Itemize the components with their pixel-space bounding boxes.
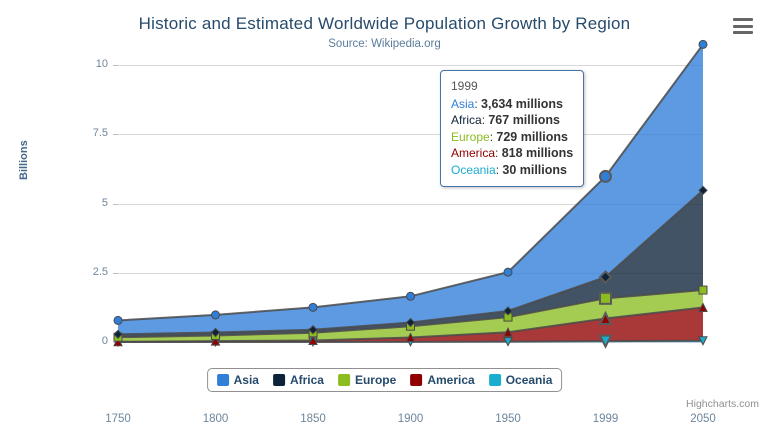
tooltip-series-value: 30 millions <box>502 162 567 177</box>
legend-item-africa[interactable]: Africa <box>272 373 324 387</box>
tooltip-header: 1999 <box>451 79 478 93</box>
marker-asia[interactable] <box>406 291 415 301</box>
x-tick-label: 1900 <box>397 413 424 425</box>
menu-bar-3 <box>733 31 753 34</box>
y-tick-label: 10 <box>95 58 108 70</box>
marker-asia[interactable] <box>503 267 513 277</box>
gridline <box>118 65 703 66</box>
legend-swatch-icon <box>216 374 229 386</box>
tooltip-separator: : <box>489 129 497 144</box>
legend-swatch-icon <box>337 374 350 386</box>
tooltip-row: Africa: 767 millions <box>451 112 573 129</box>
tooltip-separator: : <box>474 96 482 111</box>
marker-europe[interactable] <box>599 291 612 305</box>
marker-oceania[interactable] <box>503 337 513 347</box>
marker-america[interactable] <box>210 335 221 346</box>
y-tick-mark <box>113 134 118 136</box>
marker-america[interactable] <box>698 302 708 312</box>
marker-africa[interactable] <box>405 317 416 328</box>
tooltip-row: Asia: 3,634 millions <box>451 96 573 113</box>
tooltip-row: America: 818 millions <box>451 145 573 162</box>
legend-label: America <box>427 373 475 387</box>
marker-america[interactable] <box>598 310 613 326</box>
marker-oceania[interactable] <box>698 336 708 346</box>
marker-america[interactable] <box>405 332 416 343</box>
tooltip-series-name: Oceania <box>451 162 496 177</box>
marker-africa[interactable] <box>698 185 708 196</box>
gridline <box>118 272 703 274</box>
y-tick-mark <box>113 65 118 66</box>
y-tick-mark <box>113 272 118 274</box>
tooltip-row: Oceania: 30 millions <box>451 162 573 179</box>
credits-label[interactable]: Highcharts.com <box>686 398 759 410</box>
legend-label: Africa <box>289 373 324 387</box>
x-tick-label: 1999 <box>592 413 619 425</box>
y-tick-label: 5 <box>101 196 108 209</box>
area-america <box>118 307 703 342</box>
series-layer <box>113 39 708 349</box>
y-tick-label: 7.5 <box>92 127 108 140</box>
y-tick-mark <box>113 203 118 205</box>
legend: Asia Africa Europe America Oceania <box>206 368 563 392</box>
legend-swatch-icon <box>272 374 285 386</box>
legend-item-europe[interactable]: Europe <box>337 373 397 387</box>
tooltip-series-name: Europe <box>451 129 490 144</box>
marker-oceania[interactable] <box>598 334 613 349</box>
marker-africa[interactable] <box>503 306 513 316</box>
tooltip-separator: : <box>481 113 489 127</box>
tooltip-series-value: 767 millions <box>488 113 560 127</box>
hamburger-menu-icon[interactable] <box>733 18 753 34</box>
menu-bar-1 <box>733 18 753 21</box>
tooltip-rows: Asia: 3,634 millions Africa: 767 millions… <box>451 96 573 179</box>
menu-bar-2 <box>733 24 753 28</box>
tooltip-row: Europe: 729 millions <box>451 129 573 146</box>
marker-asia[interactable] <box>113 315 123 325</box>
area-asia <box>118 44 703 335</box>
tooltip-series-name: Asia <box>451 96 475 111</box>
x-tick-label: 1750 <box>105 413 131 425</box>
y-tick-label: 2.5 <box>92 265 108 278</box>
tooltip-separator: : <box>495 162 503 177</box>
gridline <box>118 134 703 136</box>
marker-europe[interactable] <box>698 285 708 295</box>
chart-subtitle: Source: Wikipedia.org <box>328 38 441 50</box>
y-axis-title: Billions <box>18 140 30 180</box>
plot-area: 0 2.5 5 7.5 10 1750 1800 1850 1900 1950 1999 2050 <box>93 39 716 425</box>
marker-africa[interactable] <box>210 327 221 338</box>
x-tick-label: 1850 <box>300 413 326 425</box>
marker-america[interactable] <box>503 327 513 337</box>
marker-asia[interactable] <box>698 39 708 49</box>
marker-asia[interactable] <box>308 302 318 312</box>
marker-africa[interactable] <box>113 329 123 340</box>
legend-label: Europe <box>354 373 397 387</box>
marker-asia[interactable] <box>599 169 612 183</box>
marker-america[interactable] <box>113 336 123 347</box>
marker-africa[interactable] <box>308 325 318 335</box>
tooltip-series-value: 3,634 millions <box>481 96 563 111</box>
marker-america[interactable] <box>308 335 318 345</box>
gridline <box>118 203 703 205</box>
legend-item-oceania[interactable]: Oceania <box>488 373 553 387</box>
tooltip: 1999 Asia: 3,634 millions Africa: 767 mil… <box>440 70 585 187</box>
marker-asia[interactable] <box>211 310 220 320</box>
legend-swatch-icon <box>488 374 501 386</box>
highcharts-container: Historic and Estimated Worldwide Populat… <box>18 14 759 425</box>
x-tick-label: 1950 <box>495 413 521 425</box>
tooltip-series-name: Africa <box>451 113 482 127</box>
legend-label: Asia <box>233 373 259 387</box>
legend-label: Oceania <box>505 373 553 387</box>
marker-africa[interactable] <box>598 270 613 284</box>
area-africa <box>118 190 703 338</box>
tooltip-series-value: 818 millions <box>501 146 574 160</box>
legend-item-america[interactable]: America <box>410 373 475 387</box>
x-tick-label: 1800 <box>202 413 229 425</box>
y-tick-label: 0 <box>101 335 108 347</box>
tooltip-series-name: America <box>451 146 496 160</box>
x-tick-label: 2050 <box>690 413 716 425</box>
legend-swatch-icon <box>410 374 423 386</box>
tooltip-series-value: 729 millions <box>496 129 568 144</box>
legend-item-asia[interactable]: Asia <box>216 373 259 387</box>
chart-title: Historic and Estimated Worldwide Populat… <box>138 14 631 33</box>
tooltip-separator: : <box>495 146 502 160</box>
